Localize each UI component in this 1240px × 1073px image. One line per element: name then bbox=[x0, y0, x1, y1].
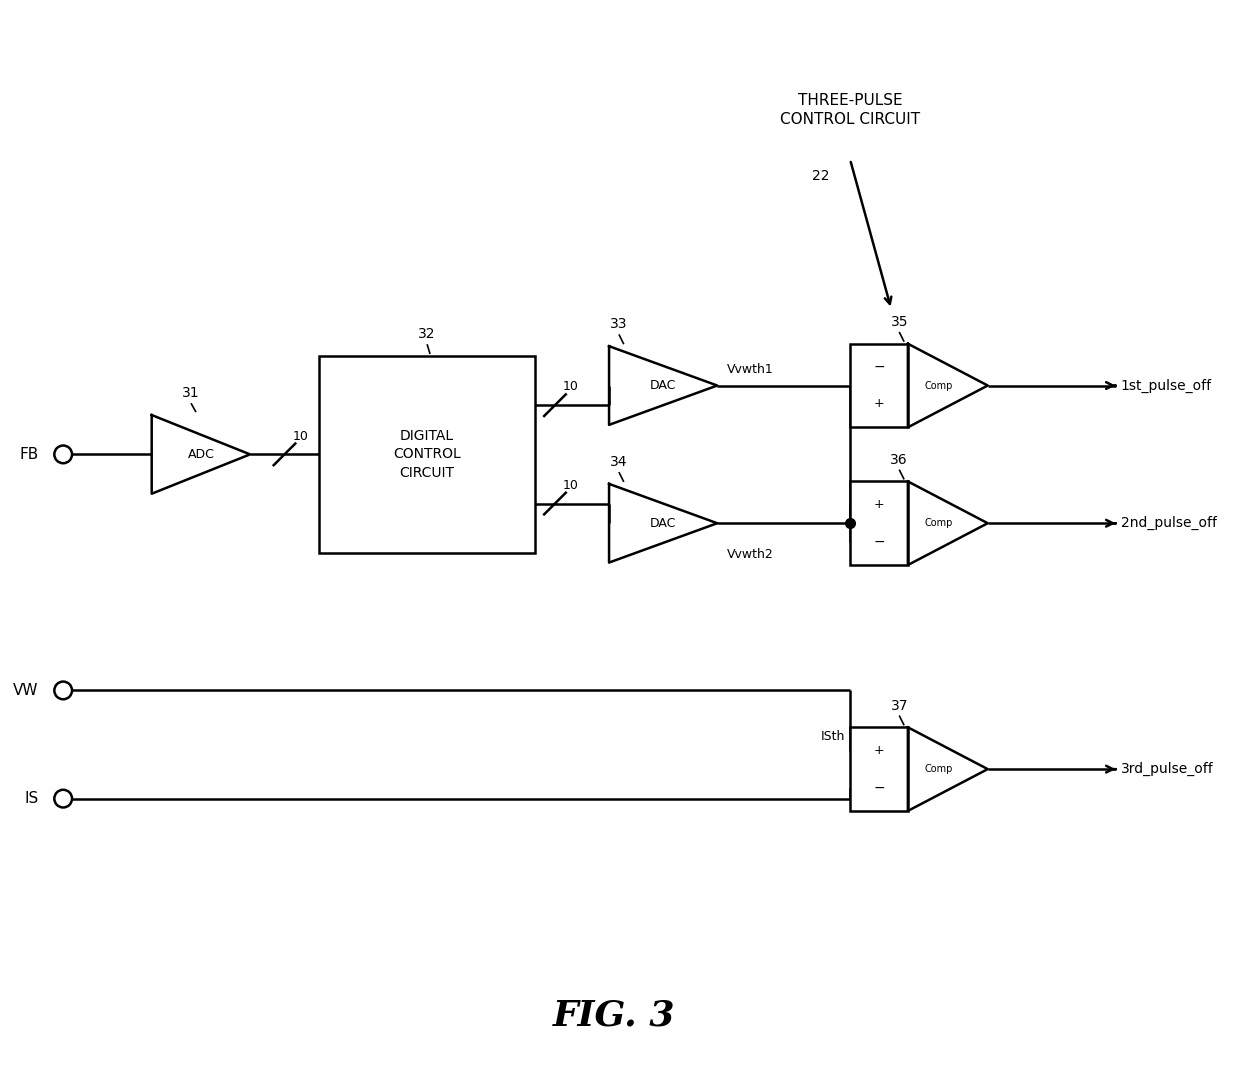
Text: VW: VW bbox=[14, 682, 38, 697]
Text: 1st_pulse_off: 1st_pulse_off bbox=[1121, 379, 1211, 393]
Text: Comp: Comp bbox=[924, 518, 952, 528]
Text: 33: 33 bbox=[610, 318, 627, 332]
Text: DIGITAL
CONTROL
CIRCUIT: DIGITAL CONTROL CIRCUIT bbox=[393, 429, 461, 480]
Bar bbox=[851, 482, 908, 565]
Bar bbox=[319, 356, 536, 553]
Text: 10: 10 bbox=[563, 479, 579, 491]
Text: IS: IS bbox=[25, 791, 38, 806]
Text: THREE-PULSE
CONTROL CIRCUIT: THREE-PULSE CONTROL CIRCUIT bbox=[780, 93, 920, 127]
Text: 3rd_pulse_off: 3rd_pulse_off bbox=[1121, 762, 1213, 776]
Text: 10: 10 bbox=[293, 429, 309, 442]
Text: Vvwth1: Vvwth1 bbox=[727, 363, 774, 376]
Text: ADC: ADC bbox=[187, 447, 215, 461]
Text: DAC: DAC bbox=[650, 517, 676, 530]
Text: DAC: DAC bbox=[650, 379, 676, 392]
Text: FB: FB bbox=[20, 446, 38, 461]
Text: ISth: ISth bbox=[821, 730, 846, 743]
Bar bbox=[851, 343, 908, 427]
Text: 2nd_pulse_off: 2nd_pulse_off bbox=[1121, 516, 1216, 530]
Text: +: + bbox=[874, 498, 884, 512]
Text: 31: 31 bbox=[182, 386, 200, 400]
Text: 36: 36 bbox=[890, 453, 908, 467]
Text: Comp: Comp bbox=[924, 764, 952, 774]
Text: 32: 32 bbox=[418, 327, 435, 341]
Text: −: − bbox=[873, 534, 885, 548]
Text: Vvwth2: Vvwth2 bbox=[727, 548, 774, 561]
Text: −: − bbox=[873, 780, 885, 794]
Text: FIG. 3: FIG. 3 bbox=[553, 998, 676, 1032]
Text: 37: 37 bbox=[890, 699, 908, 712]
Text: −: − bbox=[873, 361, 885, 374]
Text: 10: 10 bbox=[563, 381, 579, 394]
Text: +: + bbox=[874, 745, 884, 758]
Text: 34: 34 bbox=[610, 455, 627, 469]
Text: 22: 22 bbox=[812, 170, 830, 183]
Text: +: + bbox=[874, 397, 884, 410]
Text: Comp: Comp bbox=[924, 381, 952, 391]
Text: 35: 35 bbox=[890, 315, 908, 329]
Bar bbox=[851, 727, 908, 811]
